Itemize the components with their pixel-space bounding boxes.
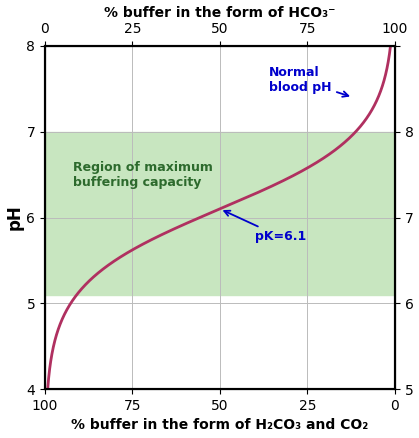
Y-axis label: pH: pH [5, 205, 23, 230]
Text: pK=6.1: pK=6.1 [224, 211, 306, 244]
Text: Region of maximum
buffering capacity: Region of maximum buffering capacity [73, 161, 213, 189]
Text: Normal
blood pH: Normal blood pH [269, 66, 348, 97]
X-axis label: % buffer in the form of HCO₃⁻: % buffer in the form of HCO₃⁻ [104, 6, 336, 20]
Bar [45, 132, 395, 295]
X-axis label: % buffer in the form of H₂CO₃ and CO₂: % buffer in the form of H₂CO₃ and CO₂ [71, 418, 369, 432]
